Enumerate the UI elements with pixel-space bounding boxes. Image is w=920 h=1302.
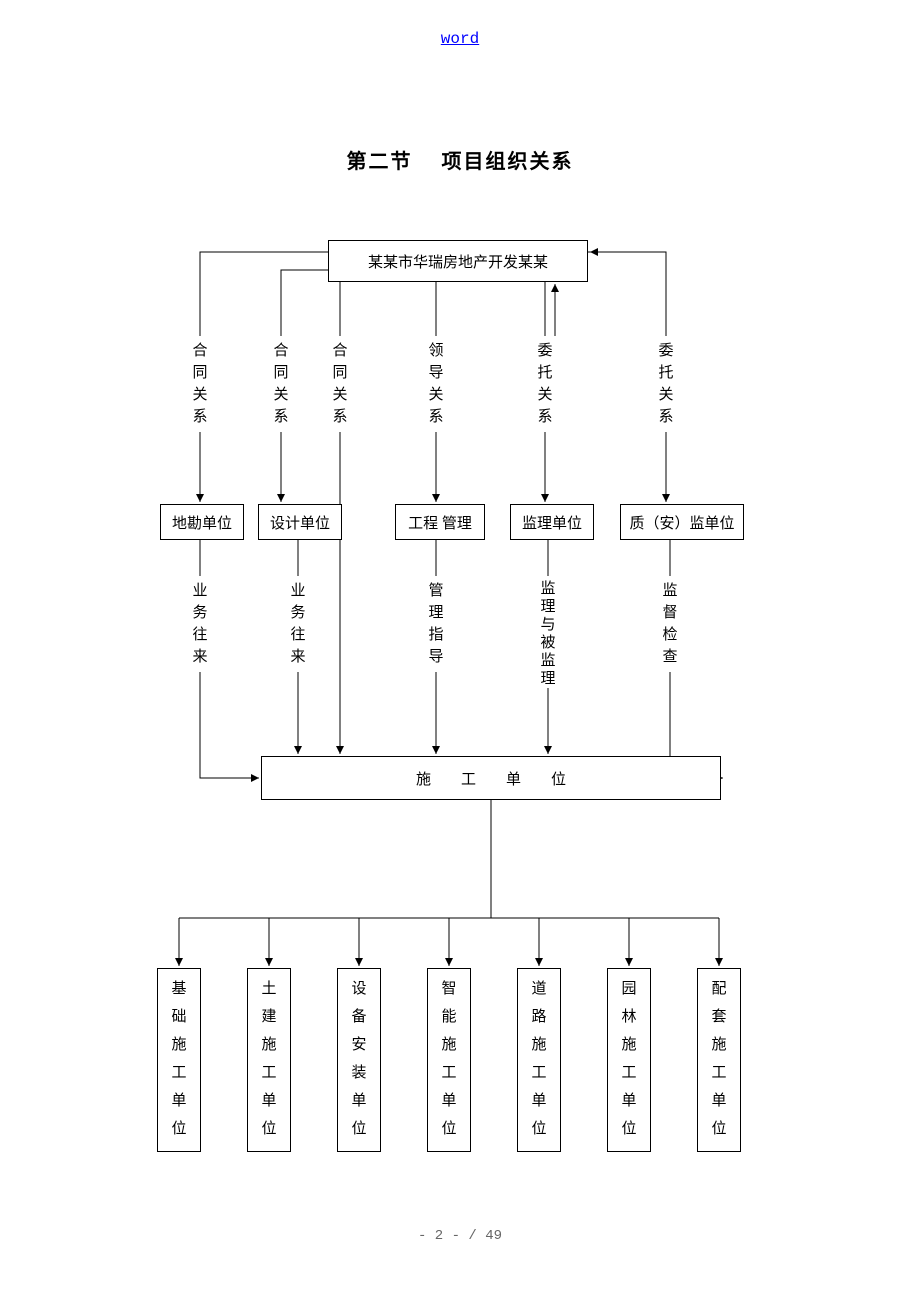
lower-label-3: 监 理 与 被 监 理	[539, 580, 557, 688]
lower-label-0: 业 务 往 来	[191, 580, 209, 668]
row2-node-1: 设计单位	[258, 504, 342, 540]
page-number: - 2 - / 49	[0, 1228, 920, 1244]
upper-label-0: 合 同 关 系	[191, 340, 209, 428]
lower-label-4: 监 督 检 查	[661, 580, 679, 668]
upper-label-3: 领 导 关 系	[427, 340, 445, 428]
upper-label-4: 委 托 关 系	[536, 340, 554, 428]
upper-label-5: 委 托 关 系	[657, 340, 675, 428]
lower-label-1: 业 务 往 来	[289, 580, 307, 668]
bottom-node-2: 设备安装单位	[337, 968, 381, 1152]
mid-node: 施工单位	[261, 756, 721, 800]
row2-node-4: 质（安）监单位	[620, 504, 744, 540]
bottom-node-3: 智能施工单位	[427, 968, 471, 1152]
top-node: 某某市华瑞房地产开发某某	[328, 240, 588, 282]
row2-node-3: 监理单位	[510, 504, 594, 540]
lower-label-2: 管 理 指 导	[427, 580, 445, 668]
bottom-node-6: 配套施工单位	[697, 968, 741, 1152]
bottom-node-0: 基础施工单位	[157, 968, 201, 1152]
row2-node-2: 工程 管理	[395, 504, 485, 540]
bottom-node-4: 道路施工单位	[517, 968, 561, 1152]
bottom-node-1: 土建施工单位	[247, 968, 291, 1152]
upper-label-2: 合 同 关 系	[331, 340, 349, 428]
upper-label-1: 合 同 关 系	[272, 340, 290, 428]
row2-node-0: 地勘单位	[160, 504, 244, 540]
bottom-node-5: 园林施工单位	[607, 968, 651, 1152]
